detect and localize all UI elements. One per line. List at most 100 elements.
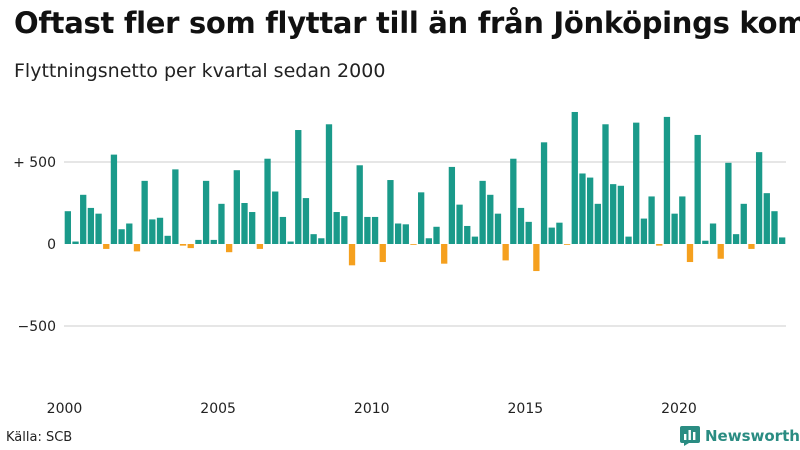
- x-tick-label: 2020: [661, 401, 697, 417]
- bar: [755, 152, 763, 244]
- brand-name: Newsworthy: [705, 427, 800, 445]
- bars: [64, 111, 786, 272]
- bar: [302, 198, 310, 244]
- bar: [295, 130, 302, 244]
- bar: [517, 207, 525, 244]
- bar: [287, 241, 294, 244]
- bar: [110, 154, 118, 244]
- bar: [141, 180, 148, 244]
- bar: [763, 193, 770, 244]
- chart-subtitle: Flyttningsnetto per kvartal sedan 2000: [14, 60, 386, 82]
- bar: [333, 212, 340, 244]
- bar: [218, 203, 225, 244]
- bar: [348, 244, 356, 266]
- x-tick-label: 2010: [354, 401, 390, 417]
- bar: [410, 244, 417, 245]
- bar: [456, 204, 463, 244]
- bar: [702, 240, 709, 244]
- bar: [725, 162, 732, 244]
- bar: [640, 218, 648, 244]
- bar: [394, 223, 402, 244]
- bar: [471, 236, 479, 244]
- x-axis-labels: 2000 2005 2010 2015 2020: [47, 401, 697, 417]
- bar: [195, 239, 202, 244]
- bar: [356, 165, 363, 244]
- bar: [732, 234, 740, 244]
- chart-title: Oftast fler som flyttar till än från Jön…: [14, 6, 800, 40]
- brand-logo: Newsworthy: [680, 426, 800, 446]
- bar: [548, 227, 555, 244]
- y-tick-label: + 500: [13, 155, 56, 171]
- bar: [633, 122, 640, 244]
- bar: [479, 180, 486, 244]
- bar: [318, 238, 325, 244]
- bar: [310, 234, 317, 244]
- bar: [133, 244, 141, 252]
- bar: [740, 203, 747, 244]
- bar: [717, 244, 724, 259]
- bar: [72, 241, 79, 244]
- x-tick-label: 2015: [508, 401, 544, 417]
- bar: [625, 236, 632, 244]
- bar: [202, 180, 210, 244]
- bar: [525, 221, 532, 244]
- bar: [533, 244, 540, 272]
- bar: [279, 216, 287, 244]
- bar: [187, 244, 194, 249]
- x-tick-label: 2000: [47, 401, 83, 417]
- bar: [80, 194, 87, 244]
- bar: [441, 244, 448, 264]
- bar: [648, 196, 655, 244]
- y-tick-label: −500: [18, 319, 56, 335]
- y-axis-labels: + 500 0 −500: [13, 155, 56, 335]
- bar: [617, 185, 625, 244]
- bar: [95, 213, 102, 244]
- bar: [149, 219, 156, 244]
- bar: [172, 169, 179, 244]
- bar: [433, 226, 440, 244]
- bar: [418, 192, 425, 244]
- bar: [387, 180, 394, 244]
- bar-chart-logo-icon: [680, 426, 700, 446]
- bar: [272, 191, 279, 244]
- bar: [156, 217, 164, 244]
- y-tick-label: 0: [47, 237, 56, 253]
- bar: [364, 216, 371, 244]
- bar: [656, 244, 663, 246]
- bar: [241, 203, 248, 244]
- bar: [771, 211, 778, 244]
- bar: [709, 223, 717, 244]
- bar: [448, 166, 456, 244]
- bar: [586, 177, 594, 244]
- bar: [502, 244, 509, 261]
- bar: [556, 222, 563, 244]
- bar: [325, 124, 333, 244]
- bar: [425, 238, 432, 244]
- bar: [379, 244, 386, 263]
- bar: [579, 173, 586, 244]
- bar: [210, 239, 217, 244]
- bar: [510, 158, 517, 244]
- bar: [126, 223, 133, 244]
- bar: [103, 244, 110, 249]
- bar: [371, 216, 379, 244]
- bar: [341, 216, 348, 244]
- bar: [610, 184, 617, 244]
- bar: [679, 196, 686, 244]
- bar: [748, 244, 755, 249]
- bar: [87, 207, 95, 244]
- bar: [671, 213, 678, 244]
- bar: [402, 224, 409, 244]
- bar: [663, 116, 671, 244]
- bar: [164, 235, 171, 244]
- bar: [571, 111, 578, 244]
- bar: [233, 170, 240, 244]
- bar: [464, 225, 471, 244]
- bar: [563, 244, 571, 245]
- bar: [118, 229, 125, 244]
- bar: [494, 213, 502, 244]
- x-tick-label: 2005: [200, 401, 236, 417]
- bar: [779, 237, 786, 244]
- bar: [249, 212, 256, 244]
